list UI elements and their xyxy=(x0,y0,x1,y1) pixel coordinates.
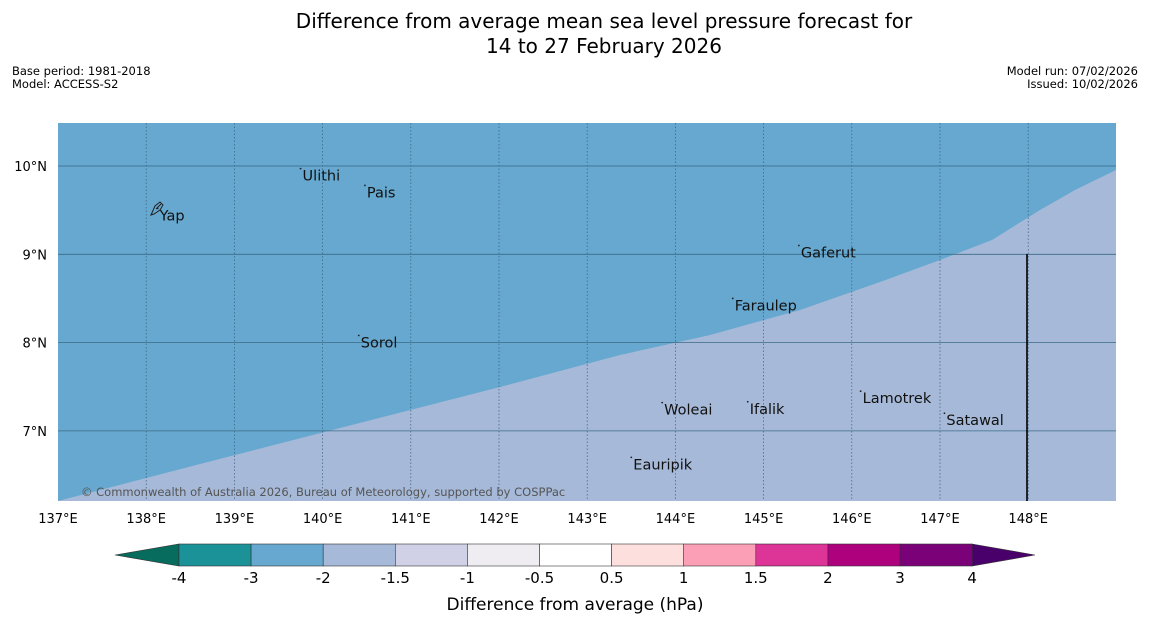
colorbar-tick-label: 0.5 xyxy=(600,569,624,587)
place-marker xyxy=(746,400,749,403)
colorbar-tick-label: -1 xyxy=(460,569,475,587)
colorbar-segment xyxy=(322,543,396,567)
base-period: Base period: 1981-2018 xyxy=(12,64,151,78)
place-marker xyxy=(156,207,159,210)
place-label: Satawal xyxy=(946,413,1003,429)
meta-right: Model run: 07/02/2026 Issued: 10/02/2026 xyxy=(1007,65,1138,91)
colorbar-segment xyxy=(250,543,324,567)
longitude-tick-label: 141°E xyxy=(391,512,431,527)
place-label: Lamotrek xyxy=(863,391,932,407)
place-marker xyxy=(299,167,302,170)
place-marker xyxy=(630,456,633,459)
longitude-tick-label: 139°E xyxy=(215,512,255,527)
place-label: Yap xyxy=(159,208,185,224)
place-labels: Yap Ulithi Pais Gaferut Faraulep Sorol Lamotre… xyxy=(156,167,1004,473)
place-label: Sorol xyxy=(361,336,398,352)
colorbar-segment xyxy=(827,543,901,567)
place-label: Eauripik xyxy=(633,457,692,473)
colorbar-segment xyxy=(611,543,684,567)
colorbar-tick-label: 4 xyxy=(967,569,977,587)
longitude-tick-label: 142°E xyxy=(479,512,519,527)
model-run: Model run: 07/02/2026 xyxy=(1006,64,1138,78)
colorbar-tick-label: -0.5 xyxy=(525,569,554,587)
colorbar-tick-label: -3 xyxy=(244,569,259,587)
colorbar-segment xyxy=(539,543,612,567)
latitude-tick-label: 7°N xyxy=(23,425,48,440)
longitude-tick-label: 145°E xyxy=(744,512,784,527)
place-marker xyxy=(661,401,664,404)
colorbar-segment xyxy=(683,543,757,567)
latitude-tick-label: 10°N xyxy=(14,160,47,175)
colorbar-segment xyxy=(467,543,540,567)
model-name: Model: ACCESS-S2 xyxy=(12,77,119,91)
colorbar-tick-label: 1 xyxy=(679,569,689,587)
latitude-tick-label: 8°N xyxy=(23,337,48,352)
place-label: Gaferut xyxy=(801,245,856,261)
meta-left: Base period: 1981-2018 Model: ACCESS-S2 xyxy=(12,65,151,91)
place-marker xyxy=(859,390,862,393)
place-marker xyxy=(357,334,360,337)
colorbar-tick-label: 1.5 xyxy=(744,569,768,587)
title-line-1: Difference from average mean sea level p… xyxy=(295,9,913,33)
place-marker xyxy=(797,244,800,247)
longitude-tick-label: 137°E xyxy=(38,512,78,527)
colorbar-extend-high xyxy=(971,543,1036,567)
place-label: Ulithi xyxy=(303,169,341,185)
title-line-2: 14 to 27 February 2026 xyxy=(486,34,722,58)
longitude-tick-label: 138°E xyxy=(126,512,166,527)
map-area: Yap Ulithi Pais Gaferut Faraulep Sorol Lamotre… xyxy=(58,123,1116,501)
colorbar-segment xyxy=(755,543,829,567)
colorbar-tick-label: -1.5 xyxy=(381,569,410,587)
longitude-tick-label: 148°E xyxy=(1008,512,1048,527)
colorbar-tick-label: -2 xyxy=(316,569,331,587)
colorbar-segment xyxy=(899,543,973,567)
colorbar-title: Difference from average (hPa) xyxy=(447,595,704,615)
colorbar-tick-label: -4 xyxy=(172,569,187,587)
colorbar-segment xyxy=(394,543,468,567)
colorbar-extend-low xyxy=(114,543,180,567)
place-marker xyxy=(731,297,734,300)
longitude-tick-label: 144°E xyxy=(656,512,696,527)
latitude-tick-label: 9°N xyxy=(23,248,48,263)
colorbar-tick-label: 2 xyxy=(823,569,833,587)
latitude-axis: 10°N 9°N 8°N 7°N xyxy=(14,160,47,440)
issued-date: Issued: 10/02/2026 xyxy=(1027,77,1138,91)
place-label: Ifalik xyxy=(750,402,785,418)
place-marker xyxy=(364,184,366,187)
map-title: Difference from average mean sea level p… xyxy=(0,9,1150,59)
longitude-tick-label: 140°E xyxy=(303,512,343,527)
longitude-axis: 137°E 138°E 139°E 140°E 141°E 142°E 143°E 144°E… xyxy=(38,512,1048,527)
place-label: Woleai xyxy=(664,403,712,419)
place-label: Faraulep xyxy=(735,298,797,314)
longitude-tick-label: 143°E xyxy=(567,512,607,527)
colorbar-tick-label: 3 xyxy=(895,569,905,587)
place-marker xyxy=(943,412,946,415)
place-label: Pais xyxy=(367,185,396,201)
longitude-tick-label: 147°E xyxy=(920,512,960,527)
colorbar-segment xyxy=(178,543,252,567)
copyright-text: © Commonwealth of Australia 2026, Bureau… xyxy=(81,485,565,499)
longitude-tick-label: 146°E xyxy=(832,512,872,527)
graticule xyxy=(58,123,1116,501)
colorbar: -4 -3 -2 -1.5 -1 -0.5 0.5 1 1.5 2 3 4 xyxy=(114,543,1036,587)
